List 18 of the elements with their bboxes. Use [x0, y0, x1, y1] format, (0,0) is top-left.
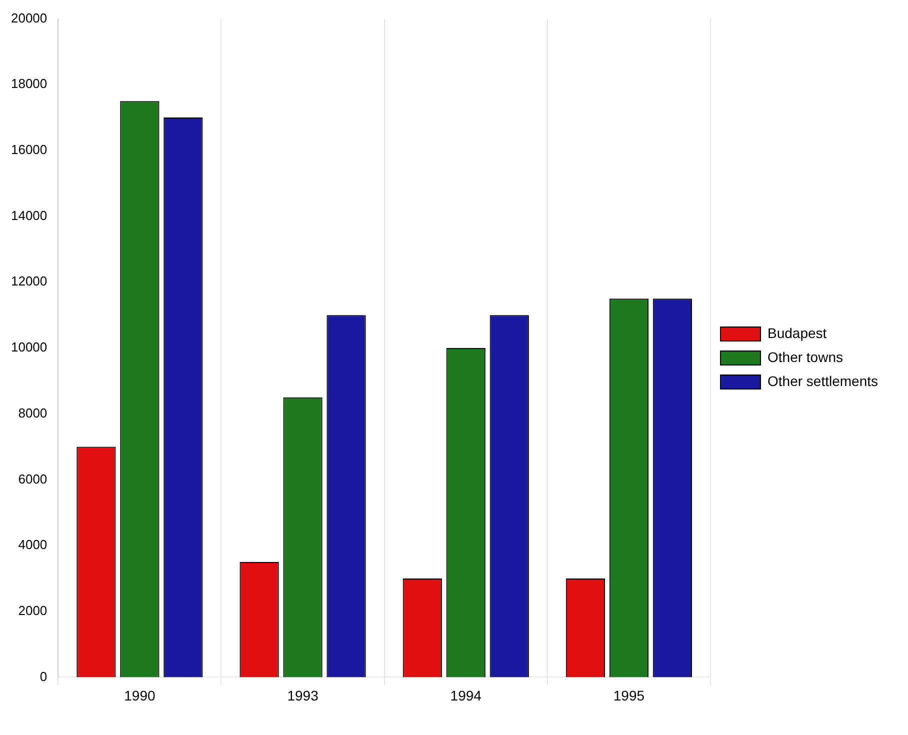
y-tick-label: 10000 — [10, 340, 48, 355]
y-tick-label: 6000 — [18, 471, 48, 486]
y-tick-label: 16000 — [10, 142, 48, 158]
x-tick-label: 1990 — [124, 687, 156, 704]
y-tick-label: 0 — [40, 668, 48, 684]
y-tick-label: 12000 — [10, 274, 48, 289]
legend-label: Other towns — [768, 348, 843, 365]
legend-label: Budapest — [768, 324, 827, 341]
y-tick-label: 18000 — [10, 76, 48, 92]
x-tick-label: 1995 — [613, 687, 645, 704]
x-tick-label: 1994 — [450, 687, 482, 704]
y-tick-label: 20000 — [10, 10, 48, 26]
y-tick-label: 14000 — [10, 208, 48, 223]
legend-label: Other settlements — [768, 372, 878, 389]
y-tick-label: 2000 — [18, 602, 48, 618]
x-tick-label: 1993 — [287, 687, 319, 704]
y-tick-label: 4000 — [18, 537, 48, 552]
y-tick-label: 8000 — [18, 405, 48, 420]
